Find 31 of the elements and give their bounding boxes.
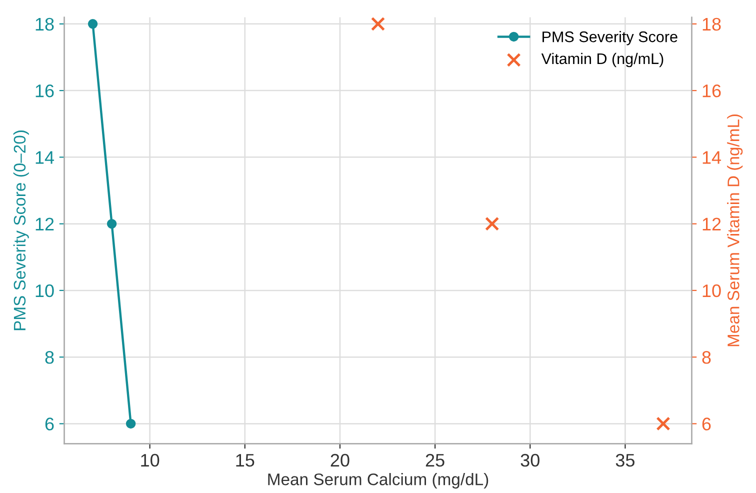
point [126,418,136,429]
legend-label: PMS Severity Score [542,31,678,46]
y-tick-label: 16 [36,84,54,98]
x-tick-label: 10 [141,454,160,467]
point [485,216,500,231]
y2-axis-title: Mean Serum Vitamin D (ng/mL) [727,114,743,346]
y-tick-label: 6 [45,418,54,430]
y2-tick-label: 6 [702,418,711,430]
y2-tick-label: 12 [702,218,721,230]
x-tick-label: 35 [616,454,634,467]
y-tick-label: 8 [45,351,54,364]
y2-tick-label: 18 [702,18,721,31]
y-tick-label: 12 [36,218,54,230]
point [656,416,670,431]
x-tick-label: 20 [330,454,350,467]
y-tick-label: 14 [36,151,54,164]
y2-tick-label: 8 [702,351,711,364]
x-axis-title: Mean Serum Calcium (mg/dL) [268,473,488,489]
y2-tick-label: 14 [702,151,722,164]
y2-tick-label: 10 [702,284,721,298]
point [88,19,98,29]
y-tick-label: 10 [36,284,54,298]
legend-label: Vitamin D (ng/mL) [541,52,664,68]
y-tick-label: 18 [36,18,54,31]
x-tick-label: 25 [426,454,444,467]
x-tick-label: 15 [236,454,254,467]
y-axis-title: PMS Severity Score (0–20) [13,130,29,330]
point [370,17,386,31]
point [106,218,117,229]
x-tick-label: 30 [520,454,540,467]
y2-tick-label: 16 [702,84,721,98]
